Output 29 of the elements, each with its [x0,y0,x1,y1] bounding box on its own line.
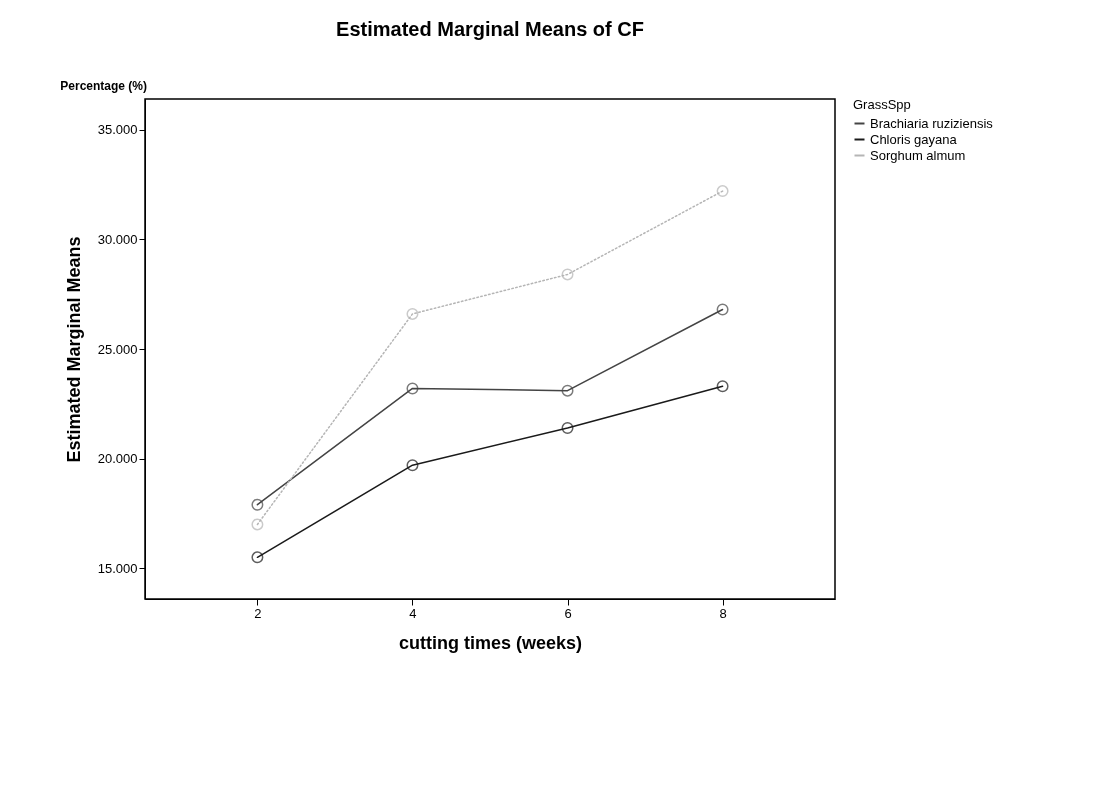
x-tick-label: 4 [409,605,417,621]
legend-title: GrassSpp [853,97,911,112]
point [716,380,729,393]
chart-title: Estimated Marginal Means of CF [336,18,644,40]
x-tick-label: 2 [254,605,262,621]
y-tick-label: 20.000 [97,451,138,467]
point [251,551,264,564]
point [716,303,729,316]
point [561,421,574,434]
point [716,185,729,198]
point [251,498,264,511]
point [406,459,419,472]
point [561,384,574,397]
legend-label: Sorghum almum [870,147,966,163]
x-axis-title: cutting times (weeks) [398,632,583,653]
y-axis-title: Estimated Marginal Means [63,236,84,463]
legend-label: Chloris gayana [870,131,958,147]
legend-label: Brachiaria ruziziensis [870,115,994,131]
y-tick-label: 30.000 [97,231,138,247]
point [561,268,574,281]
text: Percentage (%) [60,79,147,93]
y-tick-label: 25.000 [97,341,138,357]
point [406,307,419,320]
y-tick-label: 15.000 [97,560,138,576]
point [251,518,264,531]
y-tick-label: 35.000 [97,122,138,138]
x-tick-label: 8 [719,605,727,621]
x-tick-label: 6 [564,605,572,621]
point [406,382,419,395]
